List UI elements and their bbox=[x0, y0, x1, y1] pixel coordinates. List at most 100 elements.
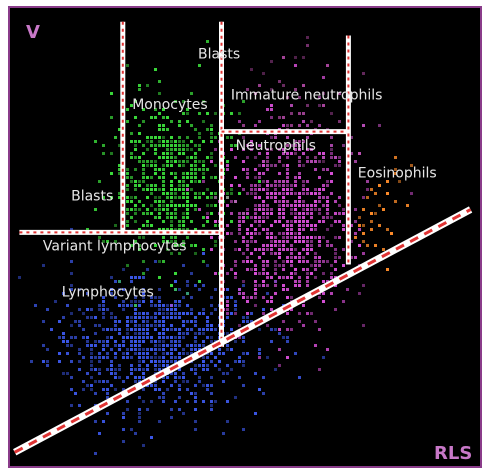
data-point bbox=[130, 340, 133, 343]
data-point bbox=[378, 184, 381, 187]
data-point bbox=[286, 228, 289, 231]
data-point bbox=[258, 216, 261, 219]
data-point bbox=[66, 304, 69, 307]
data-point bbox=[158, 332, 161, 335]
data-point bbox=[142, 368, 145, 371]
data-point bbox=[274, 220, 277, 223]
data-point bbox=[186, 136, 189, 139]
data-point bbox=[118, 328, 121, 331]
data-point bbox=[306, 36, 309, 39]
data-point bbox=[254, 268, 257, 271]
data-point bbox=[174, 156, 177, 159]
data-point bbox=[246, 268, 249, 271]
data-point bbox=[142, 388, 145, 391]
data-point bbox=[274, 196, 277, 199]
data-point bbox=[150, 316, 153, 319]
data-point bbox=[298, 140, 301, 143]
data-point bbox=[130, 336, 133, 339]
data-point bbox=[322, 260, 325, 263]
data-point bbox=[282, 224, 285, 227]
data-point bbox=[258, 152, 261, 155]
data-point bbox=[194, 420, 197, 423]
data-point bbox=[306, 212, 309, 215]
data-point bbox=[194, 400, 197, 403]
data-point bbox=[166, 328, 169, 331]
data-point bbox=[218, 352, 221, 355]
data-point bbox=[154, 160, 157, 163]
data-point bbox=[290, 328, 293, 331]
data-point bbox=[286, 336, 289, 339]
data-point bbox=[82, 388, 85, 391]
data-point bbox=[138, 332, 141, 335]
data-point bbox=[342, 248, 345, 251]
data-point bbox=[362, 224, 365, 227]
data-point bbox=[162, 188, 165, 191]
data-point bbox=[178, 368, 181, 371]
data-point bbox=[258, 356, 261, 359]
data-point bbox=[138, 408, 141, 411]
data-point bbox=[138, 416, 141, 419]
data-point bbox=[198, 192, 201, 195]
data-point bbox=[270, 240, 273, 243]
data-point bbox=[110, 92, 113, 95]
data-point bbox=[214, 244, 217, 247]
data-point bbox=[210, 352, 213, 355]
data-point bbox=[282, 204, 285, 207]
data-point bbox=[170, 144, 173, 147]
data-point bbox=[130, 244, 133, 247]
data-point bbox=[270, 184, 273, 187]
data-point bbox=[230, 220, 233, 223]
data-point bbox=[98, 304, 101, 307]
data-point bbox=[126, 408, 129, 411]
data-point bbox=[282, 200, 285, 203]
data-point bbox=[178, 136, 181, 139]
data-point bbox=[182, 336, 185, 339]
data-point bbox=[282, 56, 285, 59]
data-point bbox=[166, 116, 169, 119]
data-point bbox=[246, 172, 249, 175]
data-point bbox=[338, 256, 341, 259]
data-point bbox=[362, 252, 365, 255]
data-point bbox=[226, 312, 229, 315]
data-point bbox=[262, 212, 265, 215]
data-point bbox=[138, 356, 141, 359]
data-point bbox=[78, 360, 81, 363]
data-point bbox=[142, 176, 145, 179]
data-point bbox=[126, 220, 129, 223]
data-point bbox=[266, 300, 269, 303]
data-point bbox=[190, 244, 193, 247]
data-point bbox=[282, 244, 285, 247]
data-point bbox=[278, 200, 281, 203]
data-point bbox=[234, 276, 237, 279]
data-point bbox=[234, 360, 237, 363]
data-point bbox=[78, 320, 81, 323]
data-point bbox=[158, 324, 161, 327]
data-point bbox=[122, 300, 125, 303]
data-point bbox=[102, 348, 105, 351]
data-point bbox=[150, 360, 153, 363]
data-point bbox=[178, 120, 181, 123]
data-point bbox=[178, 124, 181, 127]
data-point bbox=[294, 216, 297, 219]
data-point bbox=[266, 300, 269, 303]
data-point bbox=[170, 164, 173, 167]
data-point bbox=[242, 296, 245, 299]
data-point bbox=[242, 284, 245, 287]
data-point bbox=[202, 192, 205, 195]
data-point bbox=[282, 336, 285, 339]
data-point bbox=[74, 336, 77, 339]
data-point bbox=[318, 152, 321, 155]
data-point bbox=[326, 196, 329, 199]
data-point bbox=[122, 380, 125, 383]
data-point bbox=[166, 204, 169, 207]
data-point bbox=[206, 384, 209, 387]
data-point bbox=[178, 336, 181, 339]
data-point bbox=[282, 236, 285, 239]
data-point bbox=[286, 260, 289, 263]
data-point bbox=[334, 256, 337, 259]
data-point bbox=[170, 160, 173, 163]
data-point bbox=[330, 276, 333, 279]
data-point bbox=[246, 256, 249, 259]
data-point bbox=[162, 332, 165, 335]
data-point bbox=[194, 320, 197, 323]
